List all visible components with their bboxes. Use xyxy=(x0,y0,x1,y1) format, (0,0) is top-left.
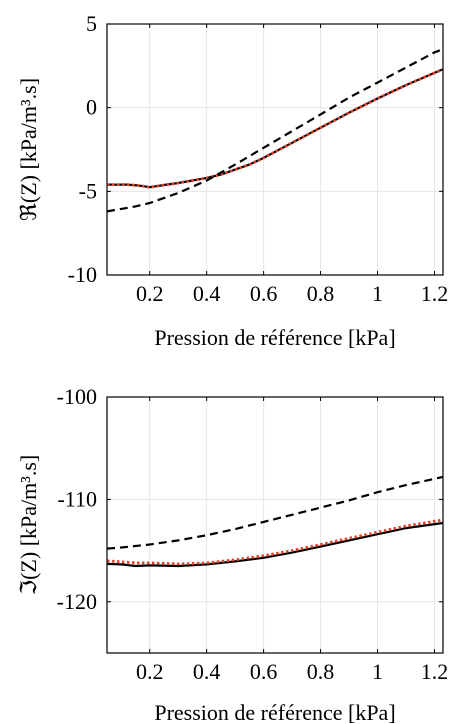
chart-1: 0.2 0.4 0.6 0.8 1 1.2 -10 -5 0 5 Pression de référ… xyxy=(16,11,448,350)
series-line-solid xyxy=(107,68,443,189)
x-tick-label: 0.4 xyxy=(193,659,221,684)
x-tick-label: 0.2 xyxy=(136,659,164,684)
y-tick-label: 5 xyxy=(86,11,97,36)
x-tick-label: 0.8 xyxy=(307,281,335,306)
x-tick-label: 0.6 xyxy=(250,659,278,684)
series-line-dashed xyxy=(107,475,443,550)
y-tick-label: -10 xyxy=(68,262,97,287)
axes-box xyxy=(106,23,444,276)
y-tick-label: -110 xyxy=(57,486,97,511)
series-line-dotted xyxy=(107,67,443,189)
y-axis-label: ℑ(Z) [kPa/m³.s] xyxy=(16,455,41,595)
x-tick-label: 1.2 xyxy=(421,659,449,684)
x-axis-label: Pression de référence [kPa] xyxy=(154,700,395,724)
y-axis-label: ℜ(Z) [kPa/m³.s] xyxy=(16,78,41,221)
x-tick-label: 0.4 xyxy=(193,281,221,306)
x-axis-label: Pression de référence [kPa] xyxy=(154,325,395,350)
series-line-dashed xyxy=(107,48,443,213)
y-tick-label: -100 xyxy=(57,384,97,409)
y-tick-label: -120 xyxy=(57,589,97,614)
x-tick-label: 1.2 xyxy=(421,281,449,306)
chart-2: 0.2 0.4 0.6 0.8 1 1.2 -120 -110 -100 Pression de … xyxy=(16,384,448,724)
series-line-solid xyxy=(107,521,443,568)
x-tick-label: 0.6 xyxy=(250,281,278,306)
axes-box xyxy=(106,396,444,654)
x-tick-label: 0.2 xyxy=(136,281,164,306)
y-tick-label: 0 xyxy=(86,95,97,120)
x-tick-label: 1 xyxy=(372,281,383,306)
x-tick-label: 1 xyxy=(372,659,383,684)
series-line-dotted xyxy=(107,518,443,566)
x-tick-label: 0.8 xyxy=(307,659,335,684)
y-tick-label: -5 xyxy=(79,178,97,203)
